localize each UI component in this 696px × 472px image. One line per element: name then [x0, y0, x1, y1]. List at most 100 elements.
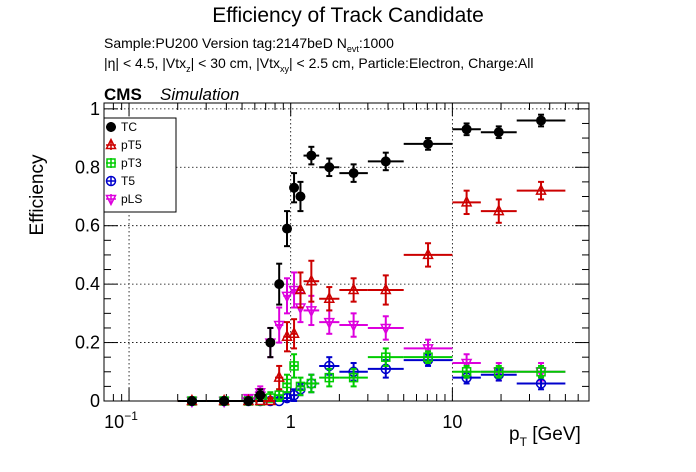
- marker-pls: [347, 320, 360, 333]
- data-point-pt3: [319, 367, 340, 388]
- data-point-tc: [480, 125, 517, 140]
- marker-tc: [324, 162, 335, 173]
- y-tick-label: 0.8: [75, 157, 100, 177]
- data-point-tc: [274, 262, 285, 306]
- data-point-tc: [367, 151, 404, 172]
- tick-layer: [103, 103, 590, 402]
- marker-pls: [460, 358, 473, 371]
- marker-pls: [422, 344, 434, 356]
- y-tick-label: 0.6: [75, 216, 100, 236]
- data-point-pls: [367, 315, 404, 341]
- selection-info: |η| < 4.5, |Vtxz| < 30 cm, |Vtxxy| < 2.5…: [104, 55, 533, 74]
- data-point-pt5: [303, 259, 320, 303]
- marker-tc: [282, 223, 293, 234]
- data-point-tc: [403, 137, 453, 151]
- marker-pls: [288, 285, 300, 298]
- marker-tc: [493, 127, 504, 138]
- data-point-tc: [295, 180, 306, 213]
- marker-pt3: [282, 378, 292, 389]
- series-tc: [177, 113, 566, 406]
- grid-layer: [104, 103, 589, 401]
- simulation-label: Simulation: [160, 85, 239, 104]
- data-point-pt3: [289, 353, 299, 379]
- data-point-pt5: [367, 274, 404, 306]
- legend-label-tc: TC: [121, 120, 137, 134]
- x-axis-label-unit: [GeV]: [527, 424, 581, 445]
- marker-pt5: [460, 195, 473, 207]
- marker-tc: [348, 168, 359, 179]
- y-tick-label: 0.4: [75, 274, 100, 294]
- marker-tc: [380, 156, 391, 167]
- x-axis-label: pT [GeV]: [509, 424, 581, 449]
- legend-label-pt5: pT5: [121, 138, 142, 152]
- data-point-pt5: [452, 189, 481, 216]
- sample-info-suffix: :1000: [359, 35, 394, 51]
- data-point-tc: [516, 113, 566, 128]
- legend-entry-pls: pLS: [105, 192, 142, 207]
- x-axis-label-sub: T: [520, 435, 528, 449]
- marker-pls: [273, 320, 285, 333]
- selection-info-part1: |η| < 4.5, |Vtx: [104, 55, 186, 71]
- selection-info-sub2: xy: [280, 64, 290, 74]
- marker-pt5: [347, 282, 360, 295]
- legend-label-pt3: pT3: [121, 156, 142, 170]
- sample-info: Sample:PU200 Version tag:2147beD Nevt:10…: [104, 35, 394, 54]
- marker-pls: [281, 291, 293, 304]
- sample-info-sub: evt: [347, 44, 360, 54]
- marker-tc: [243, 396, 254, 406]
- data-point-pt5: [480, 198, 517, 224]
- marker-pt3: [381, 352, 391, 362]
- data-point-pls: [319, 309, 340, 335]
- data-point-tc: [265, 326, 276, 359]
- y-tick-label: 0: [90, 391, 100, 411]
- marker-tc: [289, 182, 300, 193]
- legend-marker-t5: [105, 175, 117, 187]
- selection-info-part3: | < 2.5 cm, Particle:Electron, Charge:Al…: [289, 55, 533, 71]
- marker-tc: [265, 337, 276, 348]
- data-point-pt5: [403, 242, 453, 268]
- marker-pt5: [264, 393, 277, 406]
- marker-pt3: [289, 361, 299, 371]
- marker-tc: [255, 390, 266, 401]
- data-point-tc: [319, 157, 340, 178]
- marker-pt3: [274, 390, 284, 400]
- sample-info-prefix: Sample:PU200 Version tag:2147beD N: [104, 35, 347, 51]
- legend-box: [103, 117, 177, 213]
- plot-title: Efficiency of Track Candidate: [212, 4, 484, 27]
- data-point-pt5: [319, 286, 340, 312]
- legend-marker-pt3: [106, 158, 116, 168]
- marker-tc: [295, 191, 306, 202]
- legend-label-pls: pLS: [121, 192, 142, 206]
- data-point-pt5: [288, 318, 300, 350]
- x-tick-label: 10−1: [104, 409, 138, 432]
- data-point-t5: [516, 376, 566, 391]
- y-axis-label: Efficiency: [27, 154, 48, 235]
- series-layer: [177, 113, 566, 409]
- marker-pls: [323, 317, 335, 330]
- series-pls: [177, 271, 566, 409]
- marker-pt3: [536, 367, 546, 377]
- data-point-pt3: [295, 376, 306, 397]
- data-point-pt5: [516, 180, 566, 201]
- marker-pt5: [422, 247, 434, 260]
- cms-label: CMS: [104, 85, 142, 104]
- selection-info-sub1: z: [186, 64, 191, 74]
- marker-pt3: [494, 367, 504, 377]
- data-point-pt3: [403, 350, 453, 365]
- legend-entry-tc: TC: [106, 120, 137, 134]
- legend-marker-tc: [106, 122, 116, 132]
- data-point-pls: [288, 271, 300, 309]
- data-point-pls: [339, 312, 368, 338]
- data-point-tc: [303, 145, 320, 166]
- data-point-pt3: [282, 373, 292, 394]
- legend: TC pT5 pT3 T5 pLS: [103, 117, 177, 213]
- data-point-tc: [177, 396, 207, 406]
- x-tick-label-base: 10: [104, 412, 124, 432]
- data-point-pt3: [516, 364, 566, 379]
- x-tick-label: 10: [442, 412, 462, 432]
- data-point-tc: [206, 396, 243, 406]
- data-point-pt3: [452, 364, 481, 379]
- x-tick-label-exponent: −1: [124, 409, 138, 423]
